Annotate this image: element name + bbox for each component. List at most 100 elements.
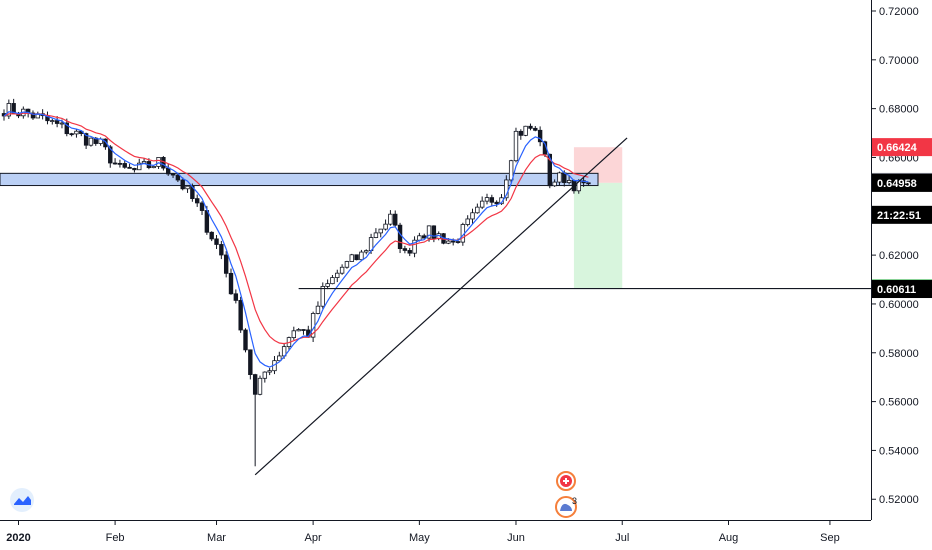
candle-body	[180, 179, 185, 190]
candle-body	[83, 133, 89, 146]
candlestick	[494, 200, 499, 207]
price-label-background	[872, 138, 932, 157]
candle-body	[291, 330, 296, 339]
candlestick	[484, 193, 490, 205]
candlestick	[407, 247, 412, 257]
dividends-event-icon[interactable]: 3	[555, 496, 577, 518]
candlestick	[277, 351, 282, 362]
resistance-zone[interactable]	[0, 172, 599, 187]
candle-body	[194, 198, 200, 204]
price-axis[interactable]: 0.720000.700000.680000.660000.620000.600…	[871, 0, 932, 520]
candle-body	[378, 228, 383, 234]
candle-body	[132, 167, 137, 171]
candle-body	[566, 180, 572, 183]
candle-body	[402, 248, 408, 251]
candle-body	[30, 112, 36, 119]
candlestick	[223, 251, 229, 278]
price-label-text: 0.64958	[877, 178, 917, 190]
candle-body	[513, 130, 519, 162]
candlestick	[402, 245, 408, 254]
candle-body	[479, 200, 485, 208]
candlestick	[537, 126, 543, 147]
candlestick	[315, 301, 321, 315]
price-label-background	[872, 173, 932, 192]
time-tick-label: Aug	[719, 532, 739, 544]
candlestick	[470, 208, 475, 224]
tradingview-logo[interactable]	[10, 488, 34, 512]
candle-body	[465, 218, 470, 225]
candlestick	[301, 329, 306, 335]
candlestick	[257, 375, 263, 396]
candle-body	[335, 272, 340, 278]
candlestick	[523, 125, 528, 137]
candlestick	[243, 328, 248, 353]
price-tick-label: 0.70000	[879, 55, 919, 67]
candlestick	[364, 249, 369, 255]
candlestick	[388, 210, 393, 226]
candle-body	[243, 329, 248, 351]
candle-body	[349, 254, 354, 262]
candle-body	[494, 201, 499, 205]
candlestick	[291, 326, 296, 340]
price-tick-label: 0.72000	[879, 6, 919, 18]
candle-body	[373, 232, 379, 238]
candle-body	[504, 179, 509, 199]
candle-body	[586, 182, 591, 185]
price-label-text: 0.66424	[877, 142, 918, 154]
candle-body	[103, 138, 108, 148]
candlestick	[209, 231, 214, 242]
logo-badge-icon	[10, 488, 34, 512]
time-tick-label: May	[409, 532, 430, 544]
candlestick	[117, 159, 123, 168]
time-axis-ticks: 2020 Feb Mar Apr May Jun Jul Aug Sep	[6, 520, 840, 544]
ascending-trendline[interactable]	[254, 137, 628, 476]
candlestick	[170, 173, 176, 178]
candlestick	[504, 175, 509, 201]
candlestick	[50, 118, 55, 125]
candlestick	[132, 167, 137, 173]
candle-body	[417, 235, 422, 241]
candle-body	[528, 125, 533, 129]
price-tick-label: 0.52000	[879, 494, 919, 506]
candlestick	[180, 177, 185, 191]
candlestick	[161, 156, 166, 171]
candle-body	[557, 172, 562, 183]
candle-body	[388, 213, 393, 225]
price-label-badge: 0.66424	[872, 138, 932, 157]
candlestick	[339, 264, 345, 275]
candlestick	[194, 194, 200, 207]
price-label-badge: 21:22:51	[872, 205, 932, 224]
candle-body	[228, 272, 234, 295]
candle-body	[238, 299, 243, 331]
chart-pane[interactable]	[0, 0, 932, 520]
fast-moving-average-line	[3, 111, 589, 368]
candlestick	[465, 215, 470, 227]
candle-body	[470, 212, 475, 220]
chart-events[interactable]: 3	[555, 471, 577, 518]
time-axis[interactable]: 2020 Feb Mar Apr May Jun Jul Aug Sep	[0, 520, 871, 544]
candle-body	[296, 329, 301, 332]
candle-body	[330, 277, 335, 285]
take-profit-area[interactable]	[573, 182, 623, 289]
candle-body	[383, 223, 388, 230]
candle-body	[523, 125, 528, 136]
holiday-event-icon[interactable]	[556, 471, 576, 491]
candlestick	[566, 176, 572, 185]
price-tick-label: 0.58000	[879, 348, 919, 360]
candle-body	[112, 162, 118, 165]
candle-body	[431, 225, 437, 239]
candle-body	[219, 244, 224, 256]
candlestick	[412, 236, 417, 258]
price-tick-label: 0.54000	[879, 445, 919, 457]
zone-rectangle[interactable]	[0, 172, 599, 187]
candlestick	[103, 138, 108, 150]
candlestick	[228, 268, 234, 295]
candlestick	[330, 274, 335, 285]
candlestick	[552, 179, 557, 187]
long-position-tool[interactable]	[573, 147, 623, 289]
candlestick	[508, 159, 514, 183]
candle-body	[262, 371, 268, 379]
price-tick-label: 0.68000	[879, 104, 919, 116]
candle-body	[214, 238, 219, 245]
